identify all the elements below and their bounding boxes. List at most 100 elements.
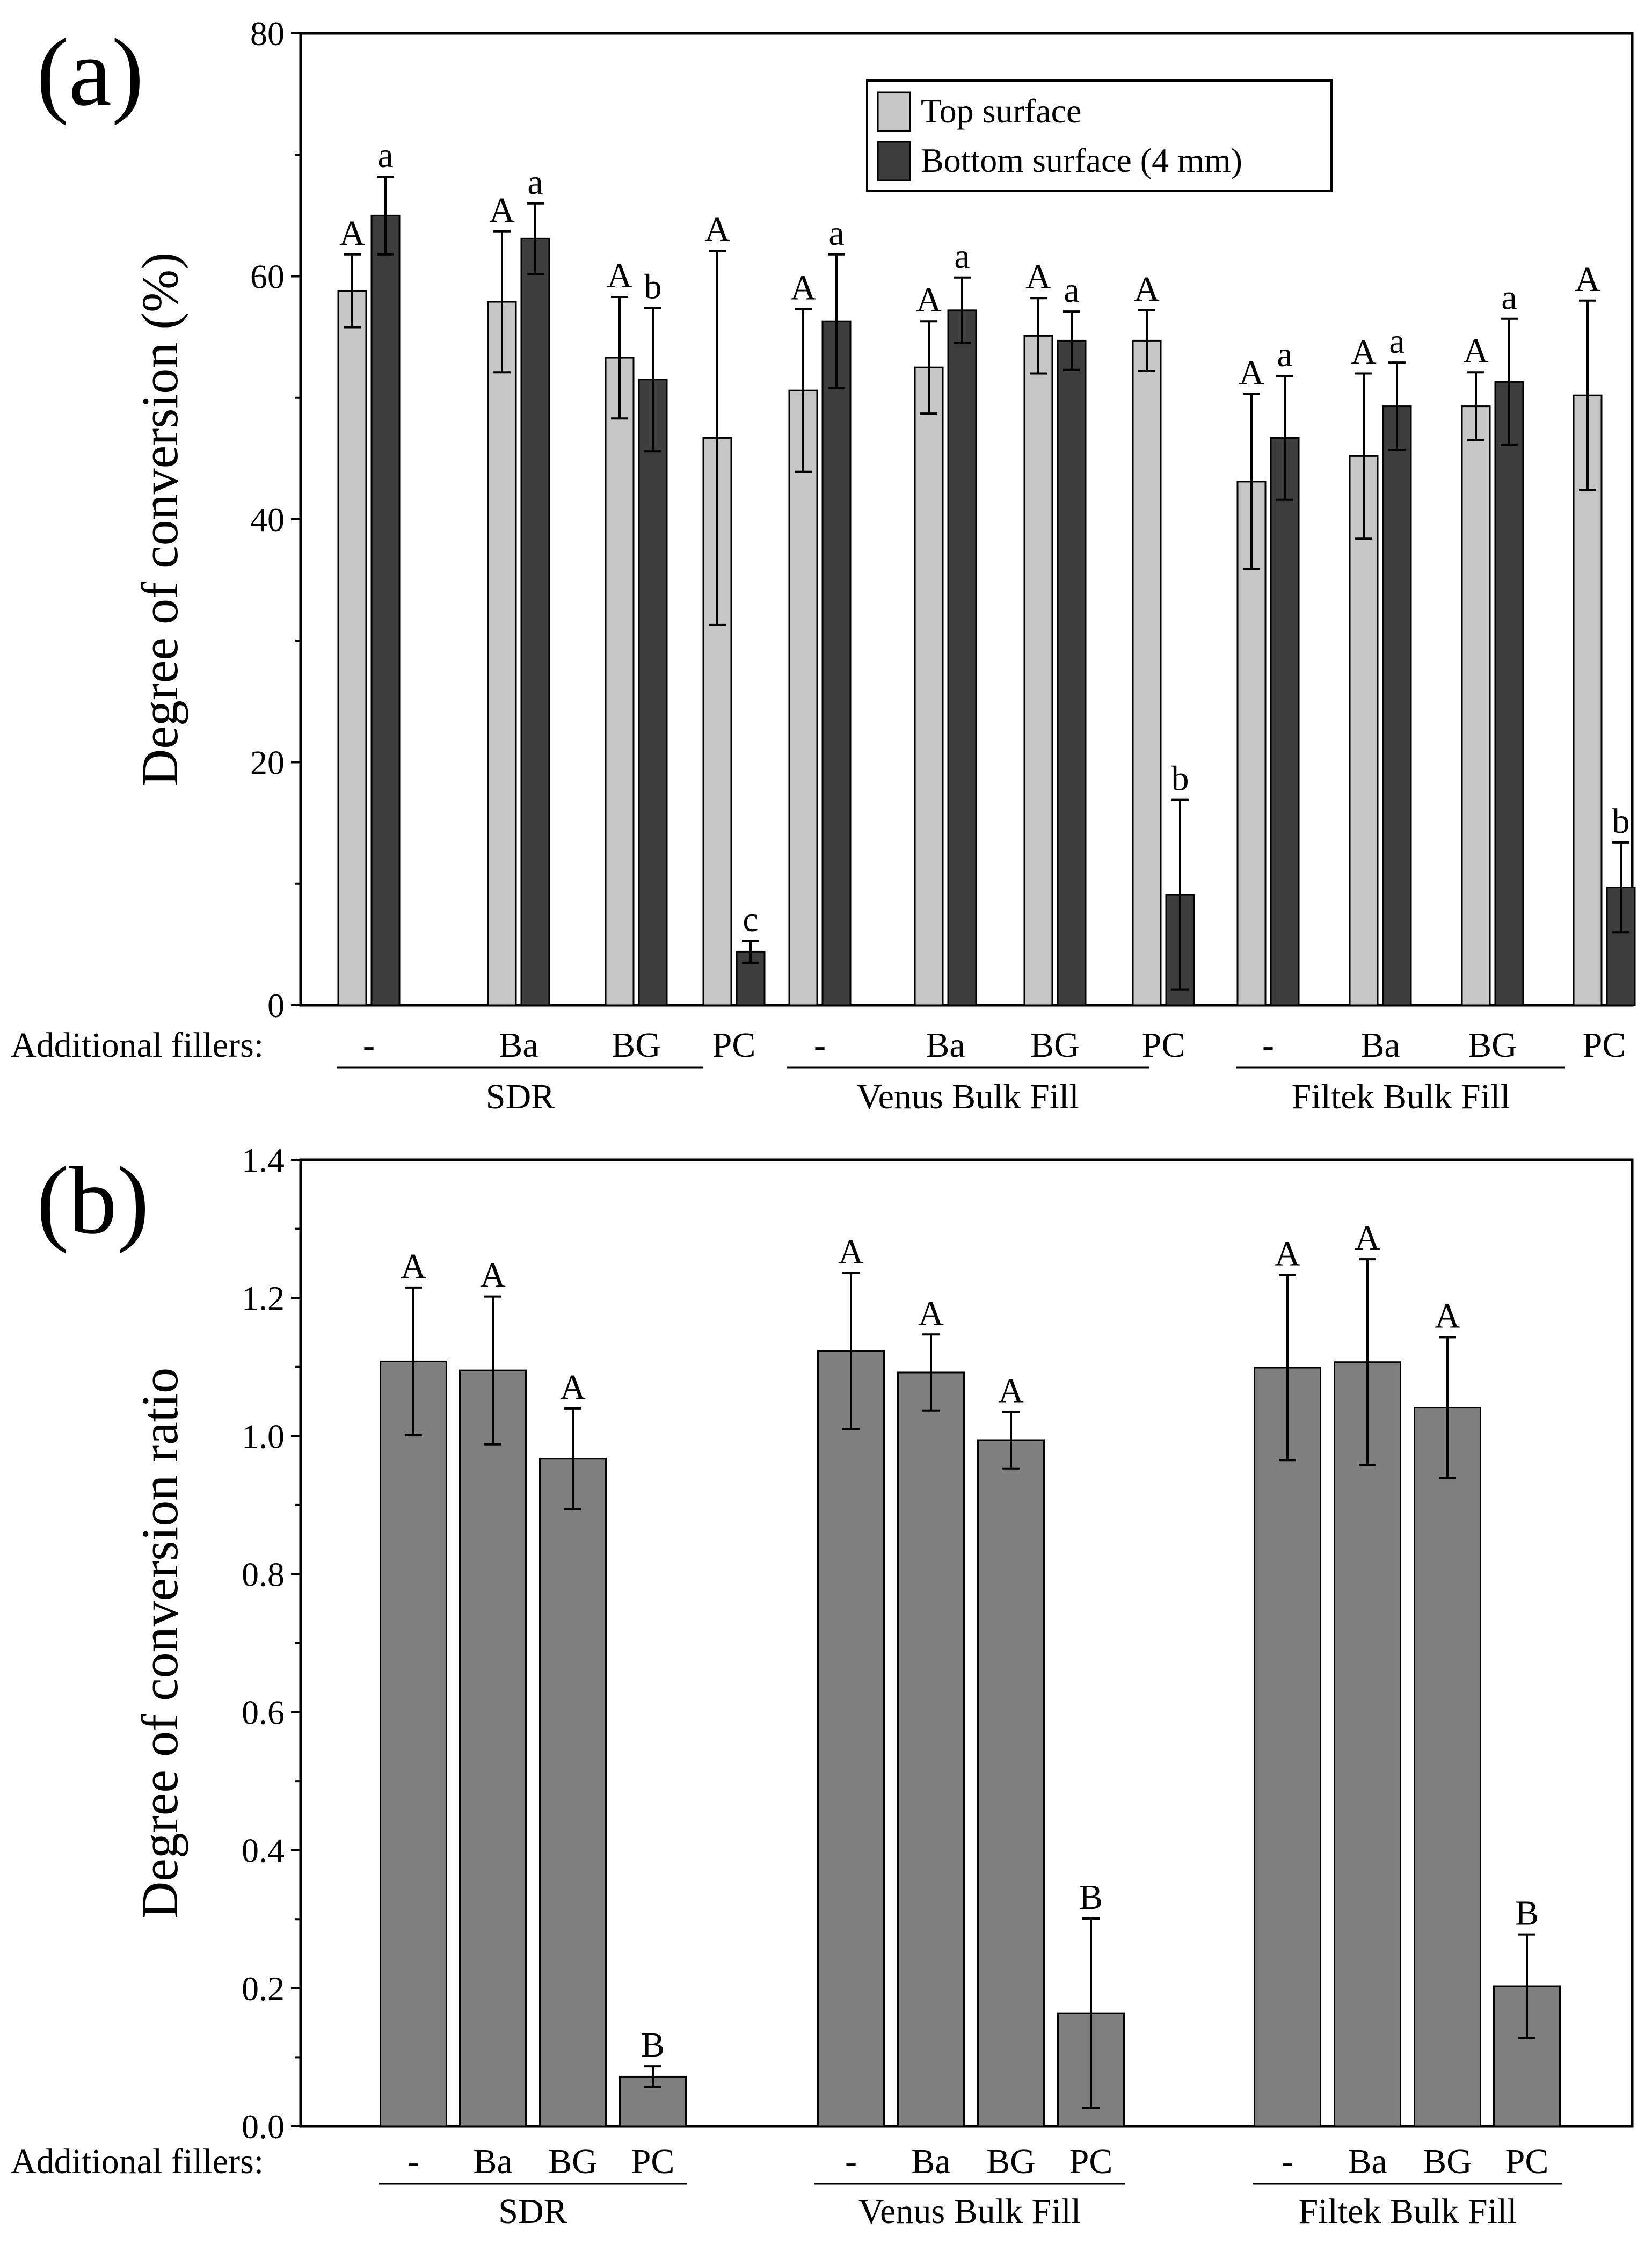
x-axis-prefix: Additional fillers:	[11, 2142, 264, 2181]
panel-label: (a)	[37, 19, 144, 126]
significance-letter: A	[1463, 331, 1489, 371]
category-label: -	[363, 1026, 375, 1065]
significance-letter: a	[828, 214, 844, 253]
significance-letter: a	[954, 237, 970, 276]
panel-label: (b)	[37, 1147, 149, 1254]
y-tick-label: 1.2	[242, 1279, 285, 1317]
significance-letter: A	[489, 191, 515, 230]
category-label: BG	[1423, 2142, 1472, 2181]
category-label: PC	[1142, 1026, 1185, 1065]
significance-letter: b	[1612, 802, 1630, 841]
significance-letter: B	[641, 2025, 665, 2065]
category-label: PC	[631, 2142, 675, 2181]
significance-letter: A	[401, 1247, 426, 1286]
bar	[638, 379, 668, 1006]
bar	[1349, 455, 1379, 1006]
bar	[914, 366, 944, 1006]
category-label: Ba	[926, 1026, 965, 1065]
bar	[947, 309, 977, 1006]
significance-letter: a	[1389, 322, 1404, 361]
group-name: Venus Bulk Fill	[856, 1077, 1079, 1116]
group-name: Venus Bulk Fill	[858, 2192, 1081, 2231]
significance-letter: a	[1501, 278, 1517, 317]
bar	[619, 2075, 687, 2127]
category-label: PC	[712, 1026, 756, 1065]
category-label: Ba	[473, 2142, 512, 2181]
legend-swatch	[877, 141, 911, 181]
category-label: BG	[986, 2142, 1036, 2181]
significance-letter: A	[607, 256, 632, 295]
y-tick-label: 0.4	[242, 1832, 285, 1870]
bar	[1461, 405, 1491, 1006]
bar	[380, 1360, 447, 2127]
legend-box	[866, 79, 1333, 192]
significance-letter: a	[377, 136, 393, 175]
significance-letter: A	[838, 1232, 864, 1272]
category-label: -	[1262, 1026, 1274, 1065]
significance-letter: b	[644, 267, 662, 306]
bar	[1334, 1361, 1401, 2127]
significance-letter: A	[560, 1368, 586, 1407]
significance-letter: A	[1575, 260, 1600, 299]
bar	[1414, 1407, 1481, 2127]
significance-letter: A	[1351, 333, 1377, 372]
significance-letter: B	[1515, 1894, 1539, 1933]
x-axis-prefix: Additional fillers:	[11, 1026, 264, 1065]
y-tick-label: 1.4	[242, 1141, 285, 1179]
bar	[1270, 437, 1300, 1006]
legend-label: Top surface	[921, 92, 1081, 130]
bar	[817, 1350, 885, 2127]
bar	[1132, 339, 1162, 1006]
bar	[520, 237, 550, 1006]
legend-label: Bottom surface (4 mm)	[921, 141, 1242, 179]
y-tick-label: 0.0	[242, 2108, 285, 2146]
significance-letter: A	[480, 1256, 506, 1295]
y-tick-label: 0.8	[242, 1555, 285, 1593]
category-label: -	[845, 2142, 857, 2181]
group-name: Filtek Bulk Fill	[1291, 1077, 1510, 1116]
bar	[1023, 335, 1053, 1006]
bar	[977, 1439, 1045, 2127]
bar	[605, 357, 635, 1006]
y-tick-label: 0	[267, 986, 285, 1025]
significance-letter: c	[743, 900, 758, 939]
y-axis-title: Degree of conversion (%)	[131, 252, 188, 786]
bar	[1382, 405, 1412, 1006]
group-name: Filtek Bulk Fill	[1298, 2192, 1517, 2231]
significance-letter: A	[918, 1294, 944, 1333]
significance-letter: A	[1355, 1218, 1380, 1258]
category-label: -	[1282, 2142, 1293, 2181]
significance-letter: A	[1239, 353, 1264, 393]
category-label: Ba	[911, 2142, 950, 2181]
category-label: Ba	[499, 1026, 538, 1065]
bar	[1057, 339, 1087, 1006]
significance-letter: B	[1079, 1878, 1103, 1917]
y-tick-label: 1.0	[242, 1417, 285, 1455]
significance-letter: A	[790, 268, 816, 308]
category-label: -	[407, 2142, 419, 2181]
category-label: PC	[1069, 2142, 1113, 2181]
significance-letter: A	[1435, 1296, 1460, 1335]
y-tick-label: 40	[250, 500, 285, 539]
category-label: Ba	[1348, 2142, 1387, 2181]
significance-letter: a	[527, 163, 543, 202]
bar	[1494, 381, 1524, 1006]
significance-letter: A	[998, 1371, 1024, 1410]
category-label: BG	[1468, 1026, 1517, 1065]
category-label: PC	[1583, 1026, 1626, 1065]
bar	[897, 1371, 965, 2127]
category-label: Ba	[1360, 1026, 1400, 1065]
bar	[821, 320, 852, 1006]
significance-letter: b	[1171, 759, 1189, 798]
category-label: -	[814, 1026, 826, 1065]
bar	[788, 389, 818, 1006]
significance-letter: A	[916, 280, 942, 319]
y-tick-label: 80	[250, 14, 285, 53]
category-label: BG	[1030, 1026, 1080, 1065]
significance-letter: a	[1277, 335, 1292, 374]
y-tick-label: 20	[250, 744, 285, 782]
group-name: SDR	[486, 1077, 555, 1116]
category-label: BG	[548, 2142, 598, 2181]
significance-letter: a	[1064, 271, 1079, 310]
